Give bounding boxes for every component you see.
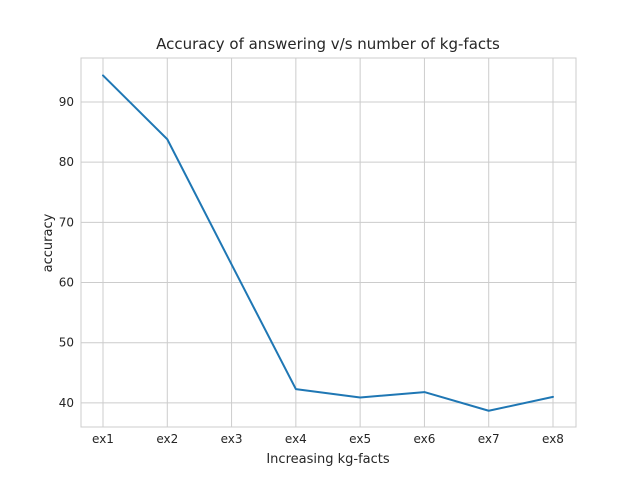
x-tick-label: ex3 xyxy=(221,432,243,446)
series-group xyxy=(102,74,554,412)
y-tick-labels: 40 50 60 70 80 90 xyxy=(59,95,74,410)
y-tick-label: 60 xyxy=(59,276,74,290)
y-grid-lines xyxy=(81,101,576,404)
x-tick-label: ex1 xyxy=(92,432,114,446)
x-tick-label: ex5 xyxy=(349,432,371,446)
x-axis-label: Increasing kg-facts xyxy=(266,452,390,467)
y-tick-label: 70 xyxy=(59,215,74,229)
y-tick-label: 40 xyxy=(59,396,74,410)
y-axis-label: accuracy xyxy=(41,213,56,272)
x-tick-labels: ex1 ex2 ex3 ex4 ex5 ex6 ex7 ex8 xyxy=(92,432,564,446)
y-tick-label: 50 xyxy=(59,336,74,350)
x-tick-label: ex7 xyxy=(478,432,500,446)
series-line xyxy=(102,74,554,412)
x-grid-lines xyxy=(102,58,554,427)
chart-title: Accuracy of answering v/s number of kg-f… xyxy=(156,35,500,53)
x-tick-label: ex6 xyxy=(413,432,435,446)
y-tick-label: 90 xyxy=(59,95,74,109)
x-tick-label: ex4 xyxy=(285,432,307,446)
y-tick-label: 80 xyxy=(59,155,74,169)
plot-frame xyxy=(80,57,577,428)
x-tick-label: ex2 xyxy=(156,432,178,446)
x-tick-label: ex8 xyxy=(542,432,564,446)
